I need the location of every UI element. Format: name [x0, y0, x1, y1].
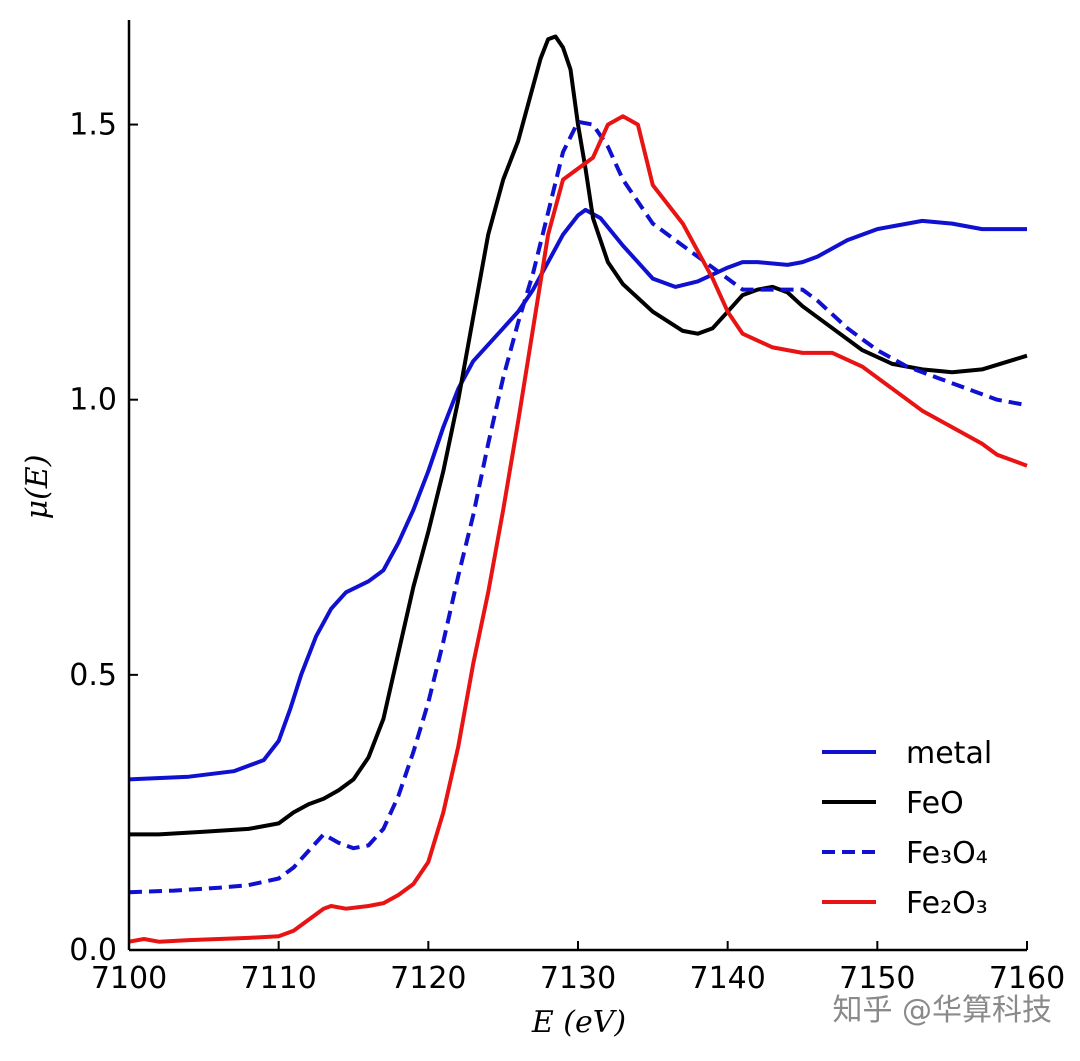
y-tick-label: 1.5: [69, 108, 117, 143]
x-tick-label: 7150: [839, 961, 915, 996]
axes-layer: [127, 20, 1027, 952]
legend-label-metal: metal: [906, 736, 992, 771]
x-tick-label: 7100: [91, 961, 167, 996]
y-tick-label: 1.0: [69, 383, 117, 418]
x-tick-label: 7120: [390, 961, 466, 996]
y-tick-label: 0.5: [69, 658, 117, 693]
series-layer: [128, 34, 1028, 944]
x-tick-label: 7160: [989, 961, 1065, 996]
y-ticks: 0.0 0.5 1.0 1.5: [69, 108, 138, 968]
legend-label-feo: FeO: [906, 786, 964, 821]
series-line-fe2o3: [128, 114, 1028, 944]
x-ticks: 7100 7110 7120 7130 7140 7150 7160: [91, 941, 1065, 996]
x-tick-label: 7140: [689, 961, 765, 996]
watermark: 知乎 @华算科技: [832, 993, 1052, 1028]
legend-label-fe3o4: Fe₃O₄: [906, 836, 988, 871]
y-tick-label: 0.0: [69, 933, 117, 968]
x-tick-label: 7130: [540, 961, 616, 996]
series-line-fe3o4: [128, 119, 1028, 895]
legend-label-fe2o3: Fe₂O₃: [906, 886, 988, 921]
series-line-metal: [128, 207, 1027, 782]
x-axis-label: E (eV): [531, 1005, 626, 1040]
series-line-feo: [129, 34, 1028, 837]
x-tick-label: 7110: [240, 961, 316, 996]
legend: metal FeO Fe₃O₄ Fe₂O₃: [822, 736, 992, 921]
y-axis-label: μ(E): [20, 455, 55, 520]
